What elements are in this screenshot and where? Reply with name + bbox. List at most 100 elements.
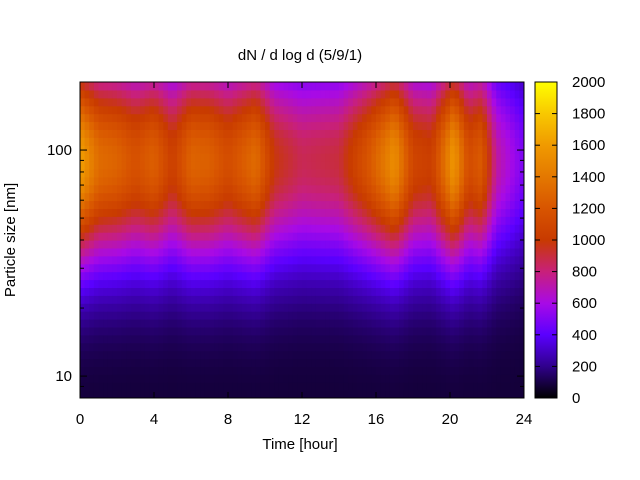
heatmap-cell [163,295,169,304]
heatmap-cell [135,350,141,360]
heatmap-cell [246,303,252,312]
heatmap-cell [431,82,437,91]
heatmap-cell [140,97,146,107]
heatmap-cell [98,208,104,217]
heatmap-cell [84,224,90,233]
heatmap-cell [487,326,493,336]
heatmap-cell [519,319,524,328]
heatmap-cell [413,311,419,320]
heatmap-cell [417,105,423,115]
heatmap-cell [417,224,423,233]
heatmap-cell [135,247,141,257]
heatmap-cell [445,224,451,233]
heatmap-cell [214,350,220,360]
heatmap-cell [459,129,465,138]
heatmap-cell [149,390,155,398]
heatmap-cell [228,192,234,202]
heatmap-cell [297,358,303,367]
heatmap-cell [135,271,141,281]
heatmap-cell [241,232,248,241]
heatmap-cell [103,287,109,296]
heatmap-cell [408,350,414,360]
heatmap-cell [482,97,488,107]
heatmap-cell [144,224,150,233]
heatmap-cell [334,342,340,352]
heatmap-cell [181,161,187,170]
heatmap-cell [204,374,211,383]
heatmap-cell [278,263,285,273]
heatmap-cell [366,287,372,296]
heatmap-cell [519,240,524,249]
heatmap-cell [436,89,442,99]
heatmap-cell [385,137,391,146]
heatmap-cell [177,224,183,233]
heatmap-cell [487,279,493,288]
heatmap-cell [463,161,470,170]
heatmap-cell [209,255,215,265]
heatmap-cell [417,326,423,336]
heatmap-cell [325,184,331,194]
heatmap-cell [241,366,248,375]
heatmap-cell [251,334,257,344]
heatmap-cell [343,303,349,312]
heatmap-cell [445,216,451,225]
heatmap-cell [214,89,220,99]
heatmap-cell [297,240,303,249]
heatmap-cell [117,279,123,288]
heatmap-cell [232,168,238,178]
heatmap-cell [357,153,363,162]
heatmap-cell [228,121,234,130]
heatmap-cell [519,176,524,186]
heatmap-cell [292,334,298,344]
heatmap-cell [514,97,520,107]
heatmap-cell [306,89,312,99]
heatmap-cell [191,129,197,138]
heatmap-cell [440,240,446,249]
heatmap-cell [399,263,405,273]
heatmap-cell [117,153,123,162]
heatmap-cell [218,224,224,233]
heatmap-cell [417,358,423,367]
x-axis-label: Time [hour] [262,436,337,453]
heatmap-cell [218,82,224,91]
heatmap-cell [339,366,345,375]
heatmap-cell [130,97,137,107]
heatmap-cell [306,271,312,281]
heatmap-cell [292,184,298,194]
heatmap-cell [477,82,483,91]
heatmap-cell [228,105,234,115]
heatmap-cell [500,153,507,162]
heatmap-cell [181,319,187,328]
heatmap-cell [177,390,183,398]
heatmap-cell [440,311,446,320]
heatmap-cell [348,153,354,162]
heatmap-cell [376,184,382,194]
heatmap-cell [487,208,493,217]
heatmap-cell [214,121,220,130]
heatmap-cell [154,121,160,130]
heatmap-cell [246,145,252,154]
heatmap-cell [302,358,308,367]
heatmap-cell [311,192,317,202]
heatmap-cell [459,161,465,170]
heatmap-cell [431,121,437,130]
heatmap-cell [107,200,113,209]
heatmap-cell [177,113,183,123]
heatmap-cell [445,232,451,241]
heatmap-cell [315,105,322,115]
heatmap-cell [274,168,280,178]
heatmap-cell [348,366,354,375]
heatmap-cell [408,326,414,336]
heatmap-cell [260,97,266,107]
heatmap-cell [214,200,220,209]
heatmap-cell [408,287,414,296]
heatmap-cell [463,89,470,99]
heatmap-cell [376,287,382,296]
heatmap-cell [329,145,335,154]
heatmap-cell [112,342,118,352]
heatmap-cell [218,247,224,257]
heatmap-cell [320,295,326,304]
heatmap-cell [487,129,493,138]
heatmap-cell [232,208,238,217]
heatmap-cell [181,366,187,375]
